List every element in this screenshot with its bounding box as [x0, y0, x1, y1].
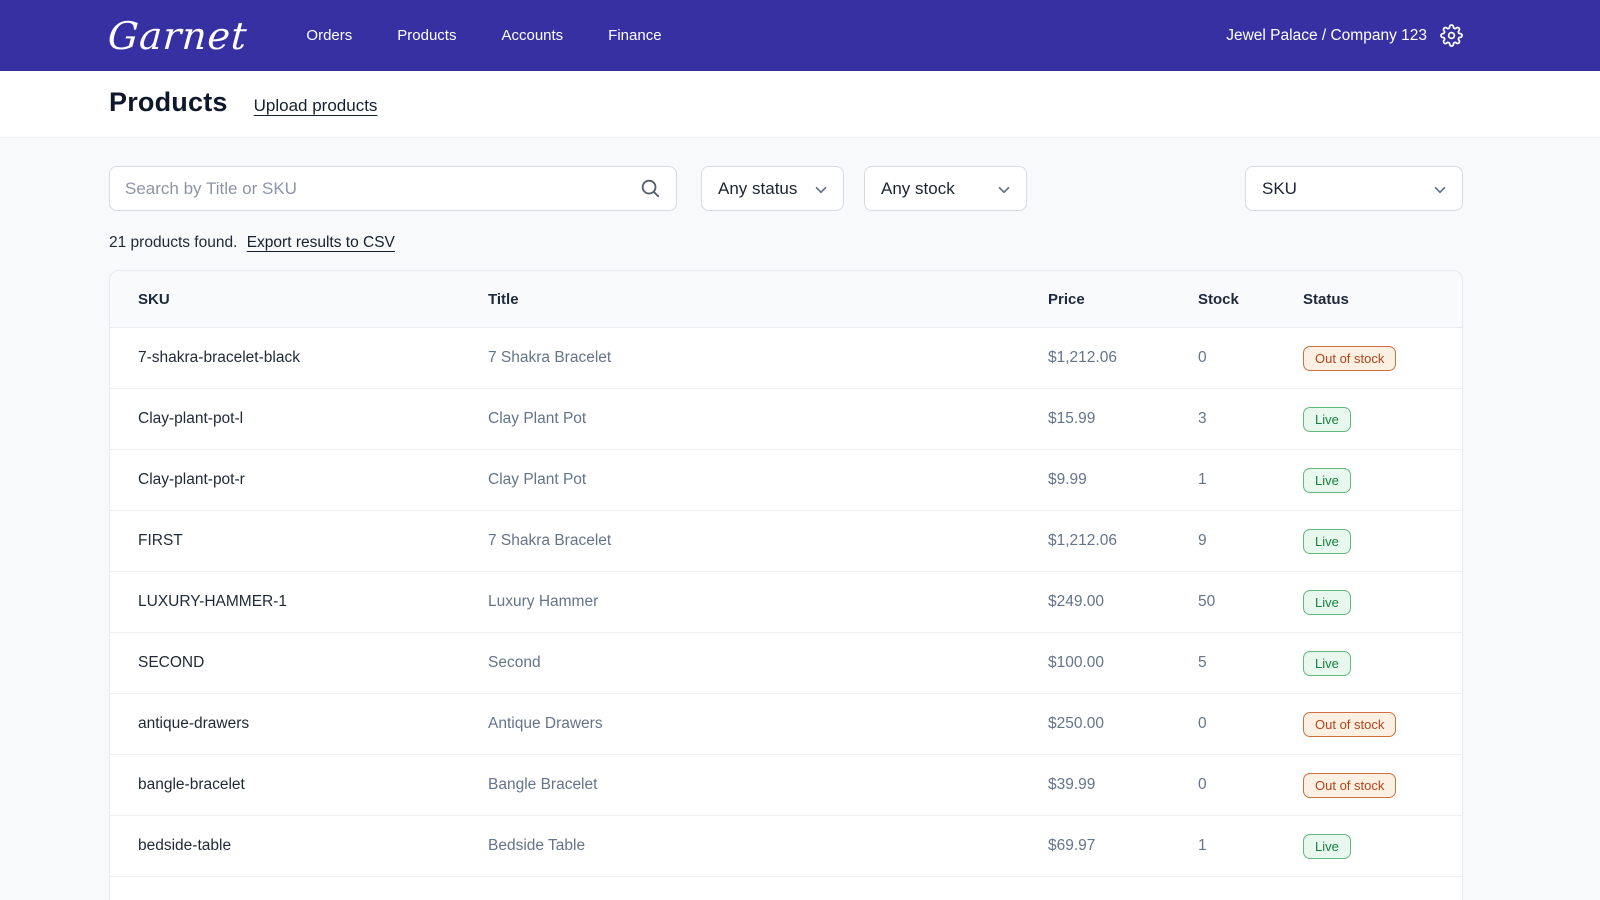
cell-stock: 0: [1198, 349, 1207, 366]
account-area: Jewel Palace / Company 123: [1226, 24, 1463, 47]
export-csv-link[interactable]: Export results to CSV: [246, 234, 395, 251]
cell-sku: bedside-table: [138, 837, 232, 854]
main-nav: Orders Products Accounts Finance: [306, 27, 661, 44]
status-filter-select[interactable]: Any status: [701, 166, 844, 211]
nav-item-orders[interactable]: Orders: [306, 27, 353, 44]
status-badge: Live: [1303, 406, 1351, 432]
status-badge: Live: [1303, 528, 1351, 554]
column-header-title: Title: [488, 290, 519, 308]
status-badge: Live: [1303, 589, 1351, 615]
stock-filter-value: Any stock: [881, 178, 955, 198]
cell-stock: 1: [1198, 837, 1207, 854]
top-navigation-bar: Garnet Orders Products Accounts Finance …: [0, 0, 1600, 71]
search-icon: [641, 179, 660, 198]
table-row[interactable]: bedside-table Bedside Table $69.97 1 Liv…: [110, 816, 1462, 877]
cell-price: $1,212.06: [1048, 349, 1117, 366]
cell-price: $9.99: [1048, 471, 1087, 488]
cell-title: Second: [488, 654, 541, 671]
gear-icon[interactable]: [1440, 24, 1463, 47]
cell-title: Bangle Bracelet: [488, 776, 598, 793]
column-header-sku: SKU: [138, 290, 170, 308]
results-summary: 21 products found. Export results to CSV: [109, 234, 1600, 252]
table-row[interactable]: Clay-plant-pot-l Clay Plant Pot $15.99 3…: [110, 389, 1462, 450]
cell-stock: 5: [1198, 654, 1207, 671]
table-row[interactable]: SECOND Second $100.00 5 Live: [110, 633, 1462, 694]
cell-sku: FIRST: [138, 532, 183, 549]
column-header-status: Status: [1303, 290, 1349, 308]
cell-title: 7 Shakra Bracelet: [488, 349, 612, 366]
sort-by-value: SKU: [1262, 178, 1297, 198]
column-header-price: Price: [1048, 290, 1085, 308]
table-row[interactable]: bangle-bracelet Bangle Bracelet $39.99 0…: [110, 755, 1462, 816]
page-header: Products Upload products: [0, 71, 1600, 138]
cell-title: 7 Shakra Bracelet: [488, 532, 612, 549]
upload-products-link[interactable]: Upload products: [253, 96, 378, 115]
status-badge: Out of stock: [1303, 772, 1397, 798]
table-row[interactable]: antique-drawers Antique Drawers $250.00 …: [110, 694, 1462, 755]
cell-stock: 1: [1198, 471, 1207, 488]
cell-title: Clay Plant Pot: [488, 471, 587, 488]
cell-stock: 9: [1198, 532, 1207, 549]
cell-sku: Clay-plant-pot-r: [138, 471, 245, 488]
cell-stock: 0: [1198, 715, 1207, 732]
cell-title: Luxury Hammer: [488, 593, 599, 610]
chevron-down-icon: [815, 186, 827, 194]
cell-title: Bedside Table: [488, 837, 586, 854]
chevron-down-icon: [998, 186, 1010, 194]
column-header-stock: Stock: [1198, 290, 1239, 308]
cell-stock: 50: [1198, 593, 1216, 610]
cell-stock: 3: [1198, 410, 1207, 427]
partially-visible-row: [110, 877, 1462, 900]
status-badge: Out of stock: [1303, 711, 1397, 737]
products-table: SKU Title Price Stock Status 7-shakra-br…: [109, 270, 1463, 900]
cell-sku: SECOND: [138, 654, 205, 671]
garnet-logo[interactable]: Garnet: [106, 13, 249, 58]
table-row[interactable]: FIRST 7 Shakra Bracelet $1,212.06 9 Live: [110, 511, 1462, 572]
cell-stock: 0: [1198, 776, 1207, 793]
search-wrap: [109, 166, 677, 211]
cell-sku: 7-shakra-bracelet-black: [138, 349, 300, 366]
cell-title: Antique Drawers: [488, 715, 603, 732]
page-title: Products: [109, 87, 228, 117]
status-badge: Out of stock: [1303, 345, 1397, 371]
cell-price: $249.00: [1048, 593, 1105, 610]
cell-sku: Clay-plant-pot-l: [138, 410, 244, 427]
cell-price: $15.99: [1048, 410, 1096, 427]
search-input[interactable]: [109, 166, 677, 211]
table-row[interactable]: LUXURY-HAMMER-1 Luxury Hammer $249.00 50…: [110, 572, 1462, 633]
table-row[interactable]: 7-shakra-bracelet-black 7 Shakra Bracele…: [110, 328, 1462, 389]
table-row[interactable]: Clay-plant-pot-r Clay Plant Pot $9.99 1 …: [110, 450, 1462, 511]
nav-item-products[interactable]: Products: [397, 27, 457, 44]
status-badge: Live: [1303, 650, 1351, 676]
status-badge: Live: [1303, 467, 1351, 493]
cell-price: $39.99: [1048, 776, 1096, 793]
nav-item-finance[interactable]: Finance: [608, 27, 662, 44]
status-filter-value: Any status: [718, 178, 798, 198]
chevron-down-icon: [1434, 186, 1446, 194]
account-switcher[interactable]: Jewel Palace / Company 123: [1226, 26, 1427, 44]
sort-by-select[interactable]: SKU: [1245, 166, 1463, 211]
cell-price: $69.97: [1048, 837, 1096, 854]
table-header-row: SKU Title Price Stock Status: [110, 271, 1462, 328]
results-count: 21 products found.: [109, 234, 238, 251]
cell-sku: LUXURY-HAMMER-1: [138, 593, 288, 610]
stock-filter-select[interactable]: Any stock: [864, 166, 1027, 211]
content-area: Any status Any stock SKU 21 products fou…: [0, 138, 1600, 900]
cell-sku: antique-drawers: [138, 715, 250, 732]
status-badge: Live: [1303, 833, 1351, 859]
cell-price: $100.00: [1048, 654, 1105, 671]
filter-row: Any status Any stock SKU: [109, 166, 1463, 211]
table-body: 7-shakra-bracelet-black 7 Shakra Bracele…: [110, 328, 1462, 877]
cell-title: Clay Plant Pot: [488, 410, 587, 427]
cell-price: $250.00: [1048, 715, 1105, 732]
cell-sku: bangle-bracelet: [138, 776, 245, 793]
nav-item-accounts[interactable]: Accounts: [501, 27, 564, 44]
cell-price: $1,212.06: [1048, 532, 1117, 549]
